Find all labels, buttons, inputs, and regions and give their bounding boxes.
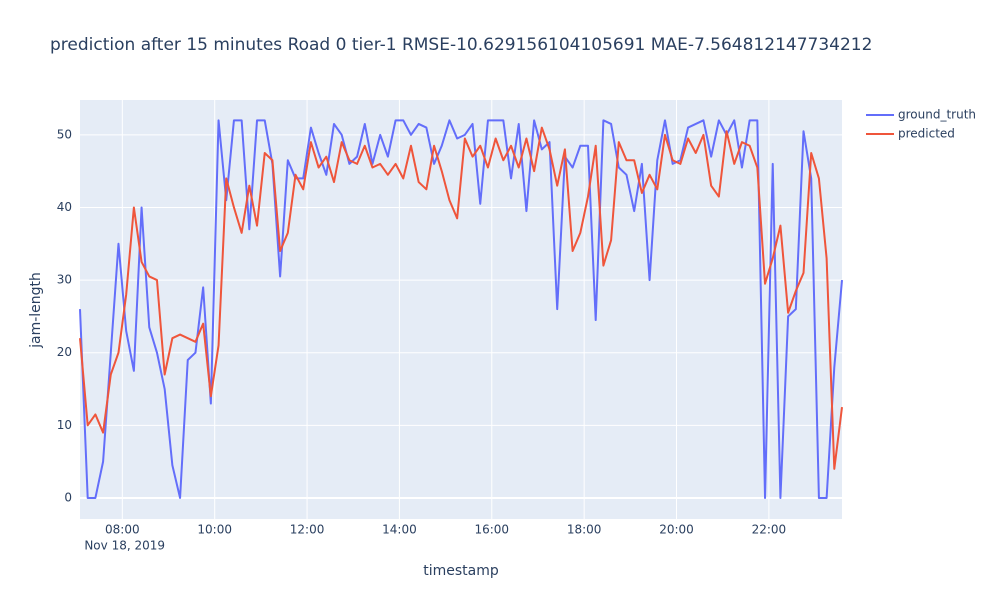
x-tick-label: 20:00: [659, 523, 694, 537]
x-tick-label: 18:00: [567, 523, 602, 537]
legend-label[interactable]: predicted: [898, 127, 955, 141]
y-tick-label: 10: [57, 418, 72, 432]
y-tick-label: 40: [57, 200, 72, 214]
x-tick-label: 14:00: [382, 523, 417, 537]
y-axis-title: jam-length: [28, 272, 44, 349]
plot-area: [80, 100, 842, 519]
x-tick-label: 08:00: [105, 523, 140, 537]
y-tick-label: 30: [57, 273, 72, 287]
y-tick-label: 20: [57, 345, 72, 359]
x-date-label: Nov 18, 2019: [84, 539, 165, 553]
chart-title: prediction after 15 minutes Road 0 tier-…: [50, 35, 872, 55]
series-line: [79, 126, 843, 470]
x-tick-label: 22:00: [752, 523, 787, 537]
series-line: [79, 119, 843, 499]
x-tick-label: 10:00: [197, 523, 232, 537]
x-tick-label: 12:00: [290, 523, 325, 537]
y-tick-label: 50: [57, 127, 72, 141]
legend-label[interactable]: ground_truth: [898, 108, 976, 122]
x-tick-label: 16:00: [474, 523, 509, 537]
y-tick-label: 0: [64, 490, 72, 504]
x-axis-title: timestamp: [423, 563, 499, 579]
